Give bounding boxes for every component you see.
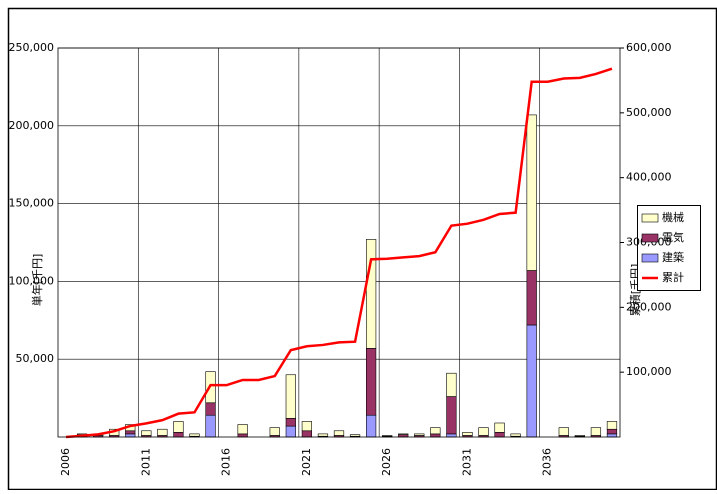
x-tick-label: 2021 — [300, 448, 313, 476]
y-axis-label: 単年[千円] — [30, 254, 44, 307]
bar — [494, 432, 505, 438]
bar — [205, 402, 216, 416]
bar — [157, 428, 168, 436]
line — [65, 67, 613, 439]
y2-tick-label: 600,000 — [626, 41, 672, 54]
bar — [173, 421, 184, 433]
bar — [606, 433, 618, 438]
bar — [606, 421, 618, 430]
bar — [317, 433, 329, 437]
bar — [574, 435, 585, 437]
bar — [430, 427, 441, 435]
y-tick-label: 150,000 — [9, 197, 55, 210]
bar — [558, 427, 569, 436]
bar — [333, 430, 345, 436]
x-tick-label: 2006 — [59, 448, 72, 476]
plot-border — [57, 47, 621, 438]
legend-label: 累計 — [662, 270, 684, 284]
bar — [606, 428, 618, 435]
bar — [446, 396, 457, 435]
bar — [349, 434, 361, 437]
bar — [125, 433, 136, 438]
bar — [526, 324, 537, 438]
bar — [237, 433, 248, 438]
legend-swatch — [641, 233, 659, 243]
x-tick-label: 2016 — [220, 448, 233, 476]
bar — [430, 433, 441, 438]
bar — [285, 374, 296, 419]
bar — [446, 372, 457, 397]
x-tick-label: 2036 — [541, 448, 554, 476]
x-tick-label: 2031 — [460, 448, 473, 476]
bar — [285, 425, 296, 438]
bar — [510, 433, 521, 437]
x-tick-label: 2026 — [380, 448, 393, 476]
bar — [269, 427, 280, 436]
bar — [301, 421, 313, 432]
bar — [462, 432, 473, 436]
bar — [237, 424, 248, 435]
plot-area — [58, 48, 620, 437]
legend-label: 機械 — [662, 210, 684, 224]
bar — [141, 430, 152, 436]
bar — [189, 433, 200, 437]
bar — [173, 432, 184, 438]
bar — [526, 270, 537, 326]
bar — [398, 433, 409, 435]
bar — [205, 414, 216, 438]
y2-tick-label: 100,000 — [626, 365, 672, 378]
y-tick-label: 100,000 — [9, 274, 55, 287]
legend-swatch — [641, 253, 659, 263]
legend-swatch — [641, 213, 659, 223]
x-tick-label: 2011 — [139, 448, 152, 476]
bar — [365, 348, 377, 416]
bar — [590, 427, 602, 436]
legend-label: 電気 — [662, 230, 684, 244]
bar — [414, 433, 425, 436]
bar — [285, 418, 296, 427]
y2-tick-label: 400,000 — [626, 171, 672, 184]
y-tick-label: 250,000 — [9, 41, 55, 54]
bar — [526, 114, 537, 271]
bar — [446, 433, 457, 438]
legend-label: 建築 — [662, 250, 684, 264]
y-tick-label: 200,000 — [9, 119, 55, 132]
bar — [301, 430, 313, 438]
y2-tick-label: 200,000 — [626, 300, 672, 313]
bar — [125, 430, 136, 435]
y2-tick-label: 500,000 — [626, 106, 672, 119]
y-tick-label: 50,000 — [16, 352, 55, 365]
bar — [365, 414, 377, 438]
bar — [494, 422, 505, 433]
bar — [478, 427, 489, 436]
bar — [382, 435, 393, 437]
bar — [365, 239, 377, 349]
